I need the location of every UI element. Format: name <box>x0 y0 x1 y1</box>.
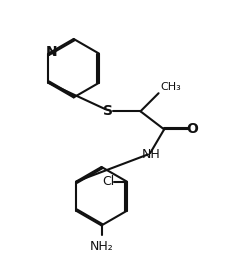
Text: N: N <box>46 45 58 59</box>
Text: S: S <box>104 104 113 118</box>
Text: CH₃: CH₃ <box>160 82 181 92</box>
Text: O: O <box>186 122 198 136</box>
Text: Cl: Cl <box>103 175 115 188</box>
Text: NH: NH <box>141 148 160 161</box>
Text: NH₂: NH₂ <box>90 240 113 253</box>
